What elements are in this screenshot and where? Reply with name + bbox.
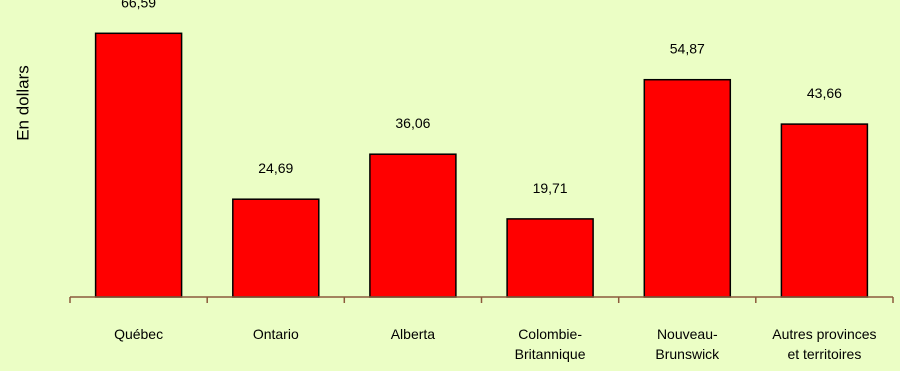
category-label-nouveau-brunswick: Nouveau-Brunswick: [655, 326, 720, 362]
bar-ontario: [232, 198, 320, 298]
value-label-ontario: 24,69: [258, 160, 293, 176]
category-labels-group: Québec Ontario Alberta Colombie-Britannique…: [114, 326, 876, 362]
y-axis-label: En dollars: [13, 65, 32, 141]
value-label-quebec: 66,59: [121, 0, 156, 10]
bar-colombie-britannique: [506, 218, 594, 298]
category-label-colombie-britannique: Colombie-Britannique: [515, 326, 586, 362]
category-label-autres-provinces-et-territoires: Autres provinces et territoires: [772, 326, 876, 362]
bar-quebec: [94, 32, 183, 298]
value-label-autres-provinces-et-territoires: 43,66: [807, 85, 842, 101]
x-axis: [69, 296, 894, 303]
category-label-quebec: Québec: [114, 326, 163, 342]
value-label-alberta: 36,06: [395, 115, 430, 131]
value-label-nouveau-brunswick: 54,87: [670, 41, 705, 57]
value-label-colombie-britannique: 19,71: [533, 180, 568, 196]
category-label-alberta: Alberta: [391, 326, 436, 342]
bar-alberta: [369, 153, 457, 298]
value-labels-group: 66,59 24,69 36,06 19,71 54,87 43,66: [121, 0, 842, 196]
bars-group: [94, 32, 869, 298]
category-label-ontario: Ontario: [253, 326, 299, 342]
bar-autres-provinces-et-territoires: [780, 123, 869, 298]
bar-nouveau-brunswick: [643, 78, 732, 298]
